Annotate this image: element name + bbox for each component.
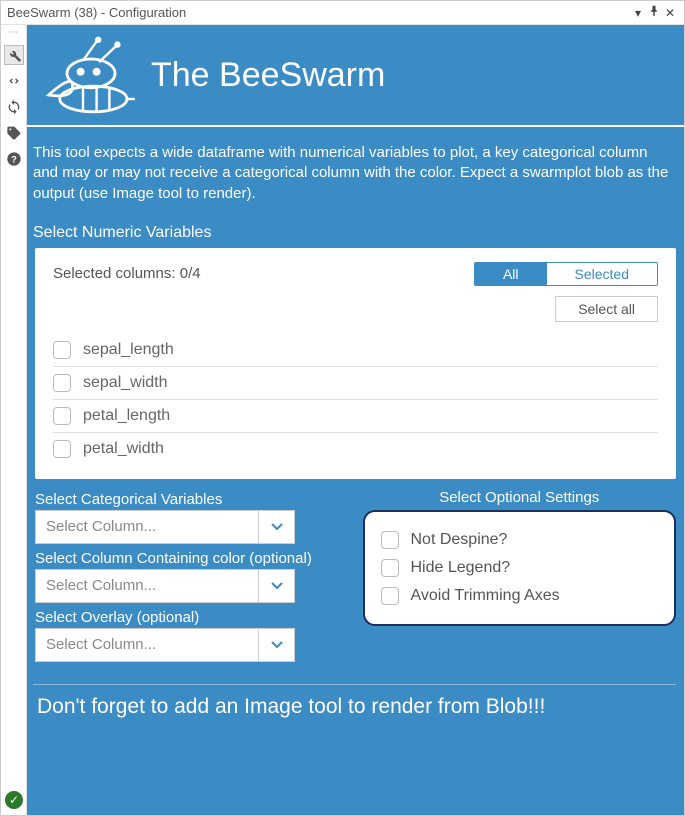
dropdown-placeholder: Select Column... — [36, 636, 258, 653]
page-title: The BeeSwarm — [151, 56, 385, 95]
help-icon[interactable]: ? — [4, 149, 24, 169]
column-row[interactable]: petal_width — [53, 433, 658, 465]
chevron-down-icon — [258, 570, 294, 602]
header: The BeeSwarm — [27, 25, 684, 125]
pin-icon[interactable] — [646, 5, 662, 20]
close-icon[interactable]: ✕ — [662, 6, 678, 20]
checkbox[interactable] — [381, 559, 399, 577]
select-all-button[interactable]: Select all — [555, 296, 658, 322]
body: ⋯ ? — [1, 25, 684, 815]
checkbox[interactable] — [53, 407, 71, 425]
option-label: Hide Legend? — [411, 559, 511, 577]
lower-section: Select Categorical Variables Select Colu… — [27, 489, 684, 666]
option-label: Avoid Trimming Axes — [411, 587, 560, 605]
color-dropdown[interactable]: Select Column... — [35, 569, 295, 603]
column-list: sepal_length sepal_width petal_length pe… — [53, 334, 658, 465]
seg-selected-button[interactable]: Selected — [547, 263, 657, 285]
dropdown-icon[interactable]: ▾ — [630, 6, 646, 20]
option-row[interactable]: Hide Legend? — [381, 554, 659, 582]
column-row[interactable]: sepal_length — [53, 334, 658, 367]
option-row[interactable]: Avoid Trimming Axes — [381, 582, 659, 610]
option-label: Not Despine? — [411, 531, 508, 549]
checkbox[interactable] — [381, 531, 399, 549]
svg-text:?: ? — [11, 154, 17, 164]
column-row[interactable]: sepal_width — [53, 367, 658, 400]
dropdown-placeholder: Select Column... — [36, 518, 258, 535]
column-name: sepal_width — [83, 374, 168, 392]
chevron-down-icon — [258, 629, 294, 661]
color-label: Select Column Containing color (optional… — [35, 548, 349, 569]
overlay-dropdown[interactable]: Select Column... — [35, 628, 295, 662]
code-icon[interactable] — [4, 71, 24, 91]
checkbox[interactable] — [53, 440, 71, 458]
status-ok-icon: ✓ — [5, 791, 23, 809]
overlay-label: Select Overlay (optional) — [35, 607, 349, 628]
optional-title: Select Optional Settings — [363, 489, 677, 510]
column-name: petal_length — [83, 407, 170, 425]
chevron-down-icon — [258, 511, 294, 543]
wrench-icon[interactable] — [4, 45, 24, 65]
seg-all-button[interactable]: All — [475, 263, 547, 285]
main-panel: The BeeSwarm This tool expects a wide da… — [27, 25, 684, 815]
filter-segment: All Selected — [474, 262, 658, 286]
categorical-label: Select Categorical Variables — [35, 489, 349, 510]
window-title: BeeSwarm (38) - Configuration — [7, 5, 630, 20]
numeric-section-label: Select Numeric Variables — [27, 222, 684, 248]
titlebar: BeeSwarm (38) - Configuration ▾ ✕ — [1, 1, 684, 25]
checkbox[interactable] — [53, 374, 71, 392]
selected-count: Selected columns: 0/4 — [53, 265, 201, 282]
dropdown-placeholder: Select Column... — [36, 577, 258, 594]
optional-box: Not Despine? Hide Legend? Avoid Trimming… — [363, 510, 677, 626]
bee-logo-icon — [37, 35, 137, 115]
drag-handle[interactable]: ⋯ — [8, 29, 19, 39]
config-window: BeeSwarm (38) - Configuration ▾ ✕ ⋯ ? — [0, 0, 685, 816]
column-name: petal_width — [83, 440, 164, 458]
tag-icon[interactable] — [4, 123, 24, 143]
column-row[interactable]: petal_length — [53, 400, 658, 433]
checkbox[interactable] — [53, 341, 71, 359]
numeric-panel: Selected columns: 0/4 All Selected Selec… — [35, 248, 676, 479]
sidebar: ⋯ ? — [1, 25, 27, 815]
column-name: sepal_length — [83, 341, 174, 359]
dropdown-column: Select Categorical Variables Select Colu… — [35, 489, 349, 666]
option-row[interactable]: Not Despine? — [381, 526, 659, 554]
optional-column: Select Optional Settings Not Despine? Hi… — [363, 489, 677, 666]
checkbox[interactable] — [381, 587, 399, 605]
description-text: This tool expects a wide dataframe with … — [27, 127, 684, 222]
categorical-dropdown[interactable]: Select Column... — [35, 510, 295, 544]
footer-note: Don't forget to add an Image tool to ren… — [33, 684, 676, 759]
refresh-icon[interactable] — [4, 97, 24, 117]
